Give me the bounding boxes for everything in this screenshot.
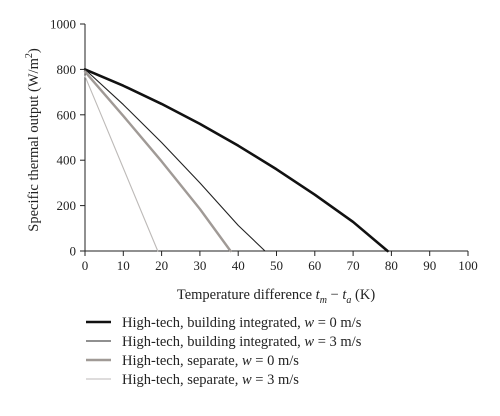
series-line-1 bbox=[83, 68, 389, 253]
y-tick-label: 800 bbox=[57, 62, 77, 77]
legend: High-tech, building integrated, w = 0 m/… bbox=[86, 315, 362, 388]
series-line-4 bbox=[84, 75, 159, 252]
x-tick-label: 100 bbox=[458, 258, 478, 273]
y-tick-label: 200 bbox=[57, 198, 77, 213]
x-tick-label: 90 bbox=[423, 258, 436, 273]
series-line-2 bbox=[84, 68, 266, 252]
legend-label-1: High-tech, building integrated, w = 0 m/… bbox=[122, 315, 362, 331]
x-tick-label: 60 bbox=[308, 258, 321, 273]
x-tick-label: 70 bbox=[347, 258, 360, 273]
x-tick-label: 40 bbox=[232, 258, 245, 273]
x-tick-label: 50 bbox=[270, 258, 283, 273]
x-tick-label: 0 bbox=[82, 258, 89, 273]
y-tick-label: 400 bbox=[57, 153, 77, 168]
series-group bbox=[83, 68, 389, 253]
x-tick-label: 80 bbox=[385, 258, 398, 273]
legend-label-2: High-tech, building integrated, w = 3 m/… bbox=[122, 334, 362, 350]
y-axis-title: Specific thermal output (W/m2) bbox=[24, 48, 42, 232]
y-tick-label: 600 bbox=[57, 107, 77, 122]
x-tick-label: 10 bbox=[117, 258, 130, 273]
legend-label-3: High-tech, separate, w = 0 m/s bbox=[122, 353, 299, 369]
x-tick-label: 30 bbox=[193, 258, 206, 273]
legend-label-4: High-tech, separate, w = 3 m/s bbox=[122, 372, 299, 388]
series-line-3 bbox=[83, 70, 232, 253]
x-axis-title: Temperature difference tm − ta (K) bbox=[177, 287, 375, 306]
y-tick-label: 1000 bbox=[50, 17, 76, 32]
x-tick-label: 20 bbox=[155, 258, 168, 273]
y-tick-label: 0 bbox=[70, 244, 77, 259]
